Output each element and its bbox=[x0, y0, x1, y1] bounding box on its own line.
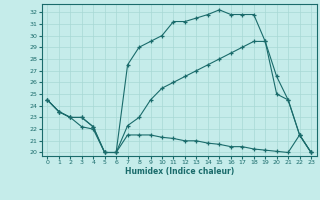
X-axis label: Humidex (Indice chaleur): Humidex (Indice chaleur) bbox=[124, 167, 234, 176]
